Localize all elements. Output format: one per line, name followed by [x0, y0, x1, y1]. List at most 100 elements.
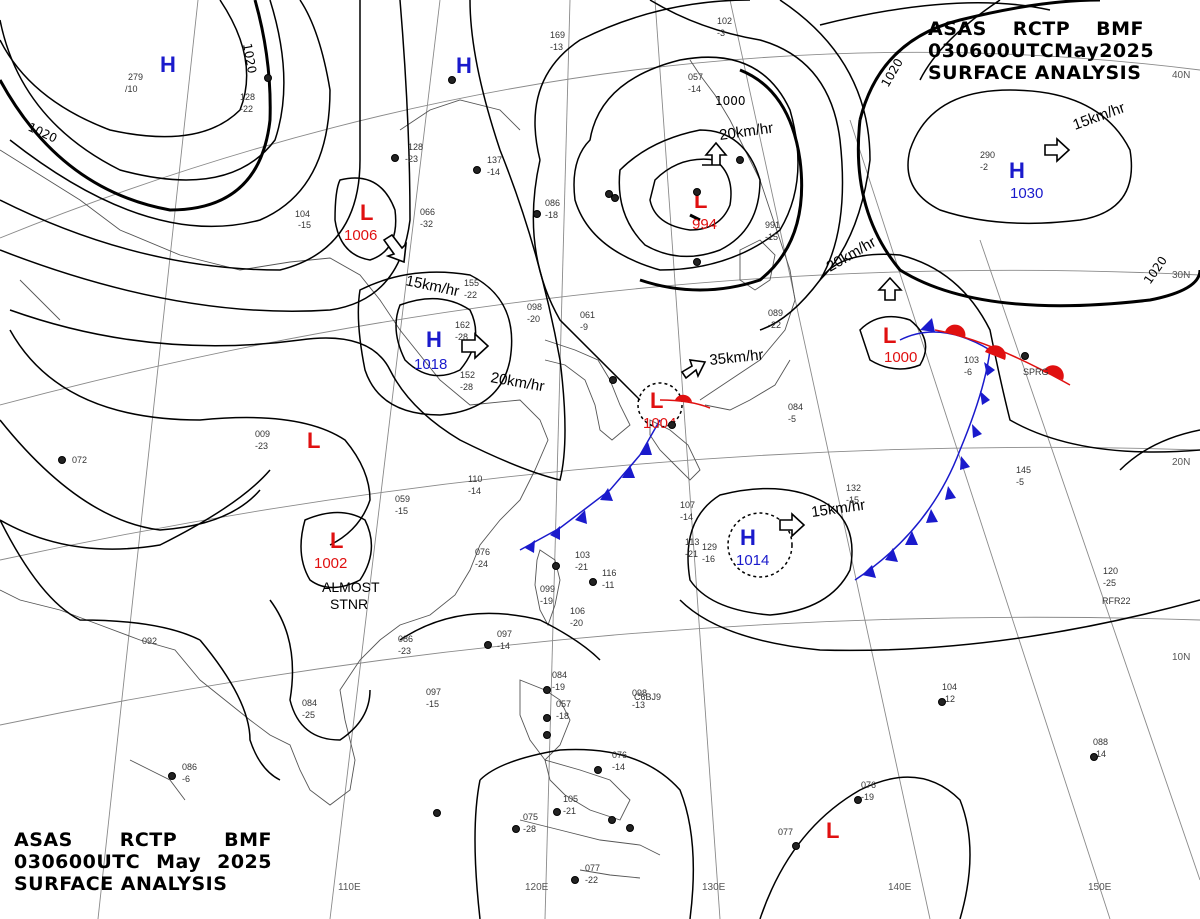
station-value: 102	[717, 16, 732, 26]
station-marker	[1090, 753, 1098, 761]
station-value: 057	[556, 699, 571, 709]
station-value: 077	[585, 863, 600, 873]
header-text: 2025	[1099, 40, 1155, 62]
station-value: -14	[612, 762, 625, 772]
isobar-label: 1020	[1141, 254, 1170, 287]
pressure-value: 994	[692, 216, 717, 233]
header-text: BMF	[1096, 18, 1144, 40]
header-text: 030600UTC	[928, 40, 1055, 62]
station-value: -16	[702, 554, 715, 564]
isobar-labels: 1020 1020 1000 1020 1020	[26, 42, 1170, 287]
lon-label: 110E	[338, 882, 361, 893]
station-value: -18	[545, 210, 558, 220]
station-value: 076	[612, 750, 627, 760]
station-value: -25	[1103, 578, 1116, 588]
station-marker	[938, 698, 946, 706]
lat-label: 20N	[1172, 457, 1190, 468]
station-marker	[693, 258, 701, 266]
station-value: -23	[398, 646, 411, 656]
station-value: 057	[688, 72, 703, 82]
station-value: -6	[182, 774, 190, 784]
station-value: 145	[1016, 465, 1031, 475]
station-marker	[533, 210, 541, 218]
station-value: 086	[182, 762, 197, 772]
station-value: -15	[298, 220, 311, 230]
lat-label: 10N	[1172, 652, 1190, 663]
station-value: 084	[552, 670, 567, 680]
station-value: -21	[685, 549, 698, 559]
station-value: -28	[460, 382, 473, 392]
station-marker	[611, 194, 619, 202]
station-value: 169	[550, 30, 565, 40]
header-text: 030600UTC	[14, 851, 141, 873]
station-marker	[693, 188, 701, 196]
station-value: 061	[580, 310, 595, 320]
station-value: 076	[475, 547, 490, 557]
station-marker	[512, 825, 520, 833]
station-value: 084	[302, 698, 317, 708]
station-value: -22	[240, 104, 253, 114]
station-value: -19	[861, 792, 874, 802]
station-value: -20	[527, 314, 540, 324]
pressure-value: 1030	[1010, 185, 1043, 202]
movement-speed: 20km/hr	[489, 369, 545, 395]
station-value: 137	[487, 155, 502, 165]
pressure-value: 1002	[314, 555, 347, 572]
station-value: 162	[455, 320, 470, 330]
station-value: -15	[846, 495, 859, 505]
coastlines	[0, 59, 796, 879]
header-text: May	[156, 851, 202, 873]
station-value: -14	[497, 641, 510, 651]
station-value: -28	[455, 332, 468, 342]
station-value: -23	[405, 154, 418, 164]
low-pressure-center: L	[650, 388, 663, 413]
cold-front-teeth	[525, 318, 995, 578]
station-value: 104	[295, 209, 310, 219]
station-value: -25	[302, 710, 315, 720]
station-marker	[448, 76, 456, 84]
lon-label: 120E	[525, 882, 549, 893]
isobar-label: 1020	[240, 42, 259, 75]
station-value: -15	[426, 699, 439, 709]
header-text: SURFACE ANALYSIS	[14, 873, 228, 895]
station-value: 076	[861, 780, 876, 790]
station-value: 098	[632, 688, 647, 698]
station-value: -20	[570, 618, 583, 628]
station-value: -21	[575, 562, 588, 572]
station-value: 113	[685, 537, 699, 547]
station-value: -22	[464, 290, 477, 300]
movement-speed: 15km/hr	[404, 272, 461, 300]
station-value: 072	[72, 455, 87, 465]
station-value: 120	[1103, 566, 1118, 576]
station-value: -18	[556, 711, 569, 721]
movement-speed: 20km/hr	[718, 120, 774, 144]
station-value: 086	[398, 634, 413, 644]
pressure-systems: H H L 1006 H 1018 L 994 H 1030 L 1000 L …	[160, 52, 1043, 843]
station-value: -24	[475, 559, 488, 569]
station-value: -22	[768, 320, 781, 330]
station-value: -14	[468, 486, 481, 496]
station-value: -15	[765, 232, 778, 242]
lon-label: 130E	[702, 882, 726, 893]
station-marker	[609, 376, 617, 384]
pressure-value: 1018	[414, 356, 447, 373]
station-marker	[608, 816, 616, 824]
station-value: 116	[602, 568, 616, 578]
station-value: 098	[527, 302, 542, 312]
station-marker	[1021, 352, 1029, 360]
station-value: -3	[717, 28, 725, 38]
station-value: -12	[942, 694, 955, 704]
station-value: -14	[1093, 749, 1106, 759]
station-value: 128	[240, 92, 255, 102]
station-marker	[543, 686, 551, 694]
station-value: 066	[420, 207, 435, 217]
station-value: C6BJ9	[634, 692, 661, 702]
station-marker	[543, 731, 551, 739]
station-value: 086	[545, 198, 560, 208]
station-marker	[168, 772, 176, 780]
header-text: 2025	[217, 851, 272, 873]
station-marker	[594, 766, 602, 774]
station-marker	[553, 808, 561, 816]
